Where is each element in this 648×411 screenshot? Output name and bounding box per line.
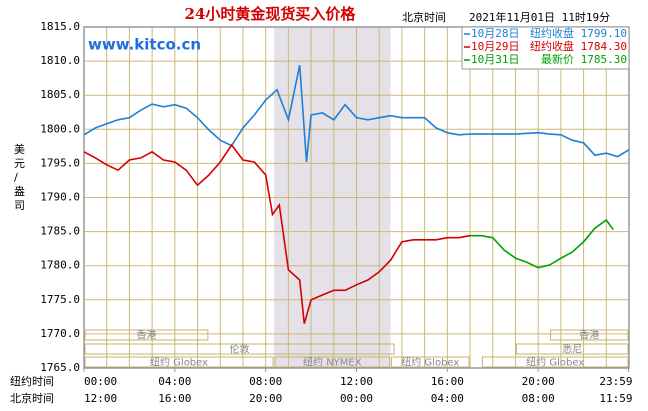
y-axis-label-char: 美 — [14, 143, 25, 156]
x-tick-label: 04:00 — [158, 375, 191, 388]
session-box — [84, 343, 395, 355]
y-axis-label-char: 盎 — [14, 184, 25, 198]
y-axis-label-char: / — [14, 171, 18, 184]
series-line — [83, 65, 630, 163]
session-label: 纽约 NYMEX — [303, 356, 362, 369]
legend-note: 最新价 — [541, 52, 574, 66]
session-box — [481, 356, 629, 368]
y-tick-label: 1765.0 — [40, 361, 80, 374]
x-row-label: 纽约时间 — [10, 374, 54, 388]
timezone-label: 北京时间 — [402, 10, 446, 24]
y-axis-label: 美元/盎司 — [14, 143, 25, 212]
y-tick-label: 1775.0 — [40, 293, 80, 306]
x-tick-label: 20:00 — [522, 375, 555, 388]
y-tick-label: 1785.0 — [40, 225, 80, 238]
y-tick-label: 1795.0 — [40, 156, 80, 169]
session-box — [550, 329, 629, 341]
session-box — [515, 343, 629, 355]
y-tick-label: 1815.0 — [40, 20, 80, 33]
legend-note: 纽约收盘 — [530, 39, 574, 53]
series-line — [470, 218, 614, 269]
legend-name: 10月31日 — [471, 53, 520, 66]
session-label: 香港 — [579, 330, 599, 342]
x-tick-label: 00:00 — [340, 392, 373, 405]
x-tick-label: 16:00 — [158, 392, 191, 405]
y-axis-label-char: 司 — [14, 199, 25, 212]
x-tick-label: 12:00 — [84, 392, 117, 405]
legend-name: 10月28日 — [471, 27, 520, 40]
watermark: www.kitco.cn — [88, 36, 201, 54]
session-label: 悉尼 — [562, 344, 582, 356]
x-tick-label: 12:00 — [340, 375, 373, 388]
session-label: 伦敦 — [230, 343, 250, 356]
x-row-label: 北京时间 — [10, 391, 54, 405]
legend-name: 10月29日 — [471, 40, 520, 53]
legend-note: 纽约收盘 — [530, 26, 574, 40]
legend-box — [461, 26, 630, 70]
y-tick-label: 1800.0 — [40, 122, 80, 135]
timestamp: 2021年11月01日 11时19分 — [469, 10, 610, 24]
legend-close: 1785.30 — [581, 53, 627, 66]
session-label: 纽约 Globex — [401, 356, 459, 369]
y-tick-label: 1810.0 — [40, 54, 80, 67]
session-label: 香港 — [136, 330, 156, 342]
x-tick-label: 04:00 — [431, 392, 464, 405]
x-tick-label: 23:59 — [599, 375, 632, 388]
y-tick-label: 1770.0 — [40, 327, 80, 340]
x-tick-label: 08:00 — [249, 375, 282, 388]
legend-close: 1799.10 — [581, 27, 627, 40]
session-box — [274, 356, 391, 368]
y-tick-label: 1780.0 — [40, 259, 80, 272]
x-tick-label: 16:00 — [431, 375, 464, 388]
session-box — [391, 356, 470, 368]
series-line — [83, 143, 471, 324]
y-tick-label: 1805.0 — [40, 88, 80, 101]
legend-close: 1784.30 — [581, 40, 627, 53]
session-label: 纽约 Globex — [526, 356, 584, 369]
session-box — [84, 356, 274, 368]
session-label: 纽约 Globex — [150, 356, 208, 369]
x-tick-label: 20:00 — [249, 392, 282, 405]
session-box — [84, 329, 209, 341]
y-axis-label-char: 元 — [14, 157, 25, 170]
y-tick-label: 1790.0 — [40, 191, 80, 204]
x-tick-label: 11:59 — [599, 392, 632, 405]
x-tick-label: 00:00 — [84, 375, 117, 388]
x-tick-label: 08:00 — [522, 392, 555, 405]
chart-title: 24小时黄金现货买入价格 — [185, 5, 357, 23]
